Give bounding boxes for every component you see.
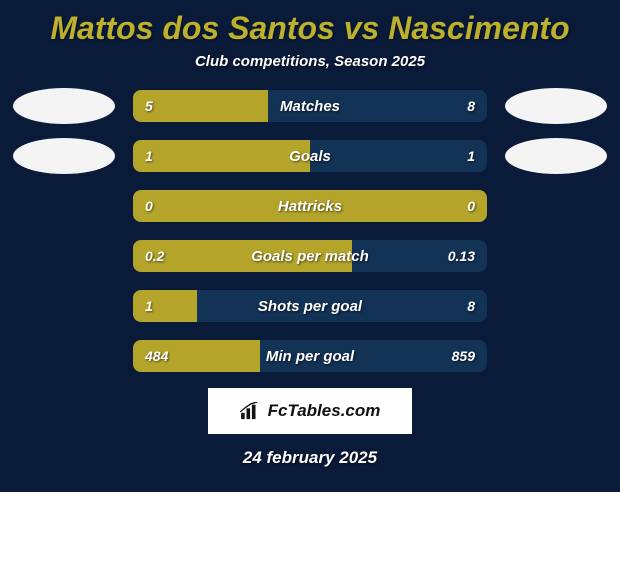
player-avatar-right	[505, 138, 607, 174]
avatar-spacer	[505, 188, 607, 224]
stat-row: 11Goals	[0, 138, 620, 174]
player-avatar-left	[13, 88, 115, 124]
stat-bar: 0.20.13Goals per match	[133, 240, 487, 272]
avatar-spacer	[13, 288, 115, 324]
stat-bar: 484859Min per goal	[133, 340, 487, 372]
player-avatar-right	[505, 88, 607, 124]
stat-row: 18Shots per goal	[0, 288, 620, 324]
stat-row: 58Matches	[0, 88, 620, 124]
stat-label: Hattricks	[133, 190, 487, 222]
stat-row: 0.20.13Goals per match	[0, 238, 620, 274]
bar-chart-icon	[240, 402, 262, 420]
avatar-spacer	[13, 338, 115, 374]
stat-bar: 58Matches	[133, 90, 487, 122]
stat-label: Goals	[133, 140, 487, 172]
stat-row: 484859Min per goal	[0, 338, 620, 374]
stat-label: Shots per goal	[133, 290, 487, 322]
page-title: Mattos dos Santos vs Nascimento	[0, 0, 620, 53]
stat-bar: 18Shots per goal	[133, 290, 487, 322]
avatar-spacer	[13, 238, 115, 274]
source-badge-text: FcTables.com	[268, 401, 381, 421]
date-label: 24 february 2025	[0, 448, 620, 468]
stat-bar: 11Goals	[133, 140, 487, 172]
stat-row: 00Hattricks	[0, 188, 620, 224]
player-avatar-left	[13, 138, 115, 174]
avatar-spacer	[13, 188, 115, 224]
subtitle: Club competitions, Season 2025	[0, 53, 620, 88]
comparison-card: Mattos dos Santos vs Nascimento Club com…	[0, 0, 620, 492]
source-badge[interactable]: FcTables.com	[208, 388, 412, 434]
stat-label: Matches	[133, 90, 487, 122]
avatar-spacer	[505, 338, 607, 374]
avatar-spacer	[505, 288, 607, 324]
stat-label: Min per goal	[133, 340, 487, 372]
stat-bar: 00Hattricks	[133, 190, 487, 222]
avatar-spacer	[505, 238, 607, 274]
stat-label: Goals per match	[133, 240, 487, 272]
stat-rows: 58Matches 11Goals 00Hattricks 0.20.13Goals …	[0, 88, 620, 374]
